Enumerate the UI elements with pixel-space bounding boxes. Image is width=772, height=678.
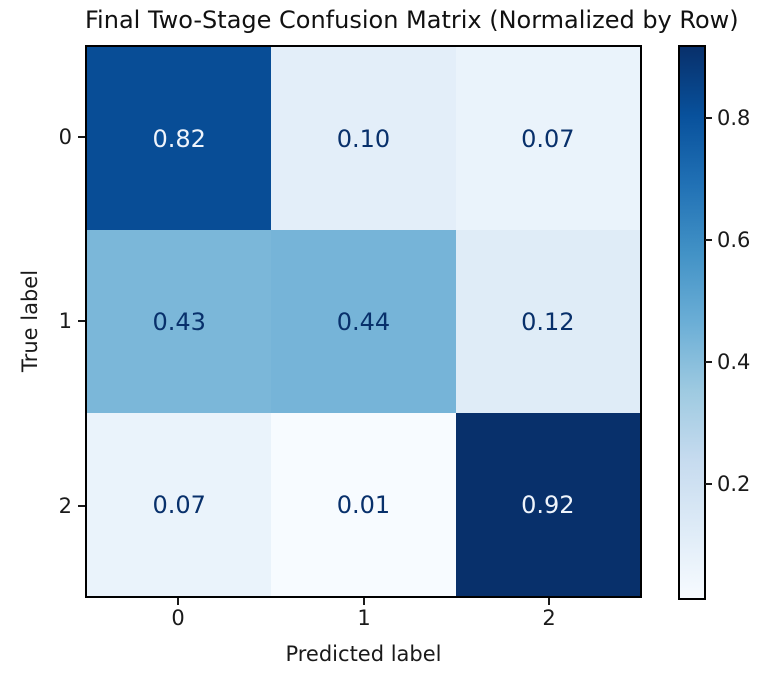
colorbar-tick-label-0: 0.8 bbox=[717, 106, 751, 130]
x-tick-mark-0 bbox=[177, 598, 179, 605]
cell-r0c2: 0.07 bbox=[455, 47, 640, 230]
colorbar-tick-mark-0 bbox=[705, 117, 712, 119]
y-tick-mark-2 bbox=[78, 505, 85, 507]
cell-r2c0: 0.07 bbox=[87, 413, 272, 596]
x-tick-mark-1 bbox=[363, 598, 365, 605]
colorbar-tick-mark-2 bbox=[705, 361, 712, 363]
colorbar-tick-label-2: 0.4 bbox=[717, 350, 751, 374]
y-tick-label-0: 0 bbox=[58, 125, 72, 149]
y-tick-mark-0 bbox=[78, 136, 85, 138]
y-tick-mark-1 bbox=[78, 320, 85, 322]
x-tick-label-2: 2 bbox=[542, 606, 556, 630]
cell-r0c1: 0.10 bbox=[271, 47, 456, 230]
cell-r1c1: 0.44 bbox=[271, 230, 456, 413]
colorbar-tick-mark-1 bbox=[705, 239, 712, 241]
colorbar-tick-label-3: 0.2 bbox=[717, 472, 751, 496]
chart-title: Final Two-Stage Confusion Matrix (Normal… bbox=[85, 6, 739, 34]
cell-r2c2: 0.92 bbox=[455, 413, 640, 596]
x-tick-label-1: 1 bbox=[357, 606, 371, 630]
y-axis-label: True label bbox=[18, 269, 42, 373]
x-axis-label: Predicted label bbox=[285, 642, 442, 666]
y-tick-label-2: 2 bbox=[58, 494, 72, 518]
colorbar-gradient bbox=[678, 45, 706, 600]
y-tick-label-1: 1 bbox=[58, 309, 72, 333]
colorbar-tick-mark-3 bbox=[705, 483, 712, 485]
colorbar-tick-label-1: 0.6 bbox=[717, 228, 751, 252]
cell-r1c2: 0.12 bbox=[455, 230, 640, 413]
cell-r1c0: 0.43 bbox=[87, 230, 272, 413]
x-tick-mark-2 bbox=[548, 598, 550, 605]
heatmap-plot-area: 0.82 0.10 0.07 0.43 0.44 0.12 0.07 0.01 … bbox=[85, 45, 642, 598]
cell-r2c1: 0.01 bbox=[271, 413, 456, 596]
x-tick-label-0: 0 bbox=[171, 606, 185, 630]
cell-r0c0: 0.82 bbox=[87, 47, 272, 230]
